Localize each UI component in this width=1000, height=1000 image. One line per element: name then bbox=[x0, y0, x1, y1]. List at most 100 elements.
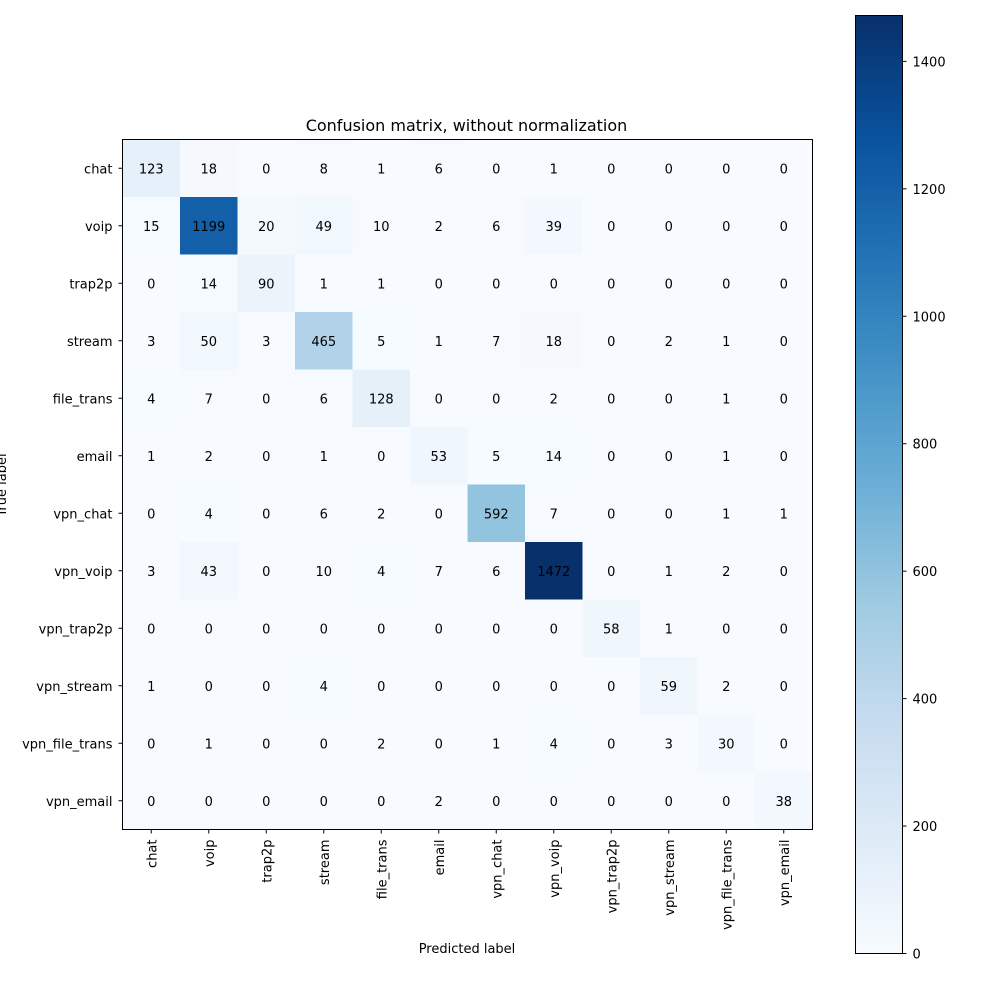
heatmap-cell bbox=[525, 254, 583, 313]
cell-value-label: 2 bbox=[377, 507, 385, 522]
heatmap-cell bbox=[582, 139, 641, 198]
x-tick-label: email bbox=[433, 840, 448, 876]
heatmap-cell bbox=[180, 657, 238, 715]
heatmap-cell bbox=[755, 369, 813, 428]
cell-value-label: 0 bbox=[147, 622, 155, 637]
cell-value-label: 0 bbox=[780, 737, 788, 752]
x-axis: chat voip trap2p stream file_trans email vpn_c… bbox=[145, 829, 793, 930]
heatmap-cell bbox=[410, 254, 468, 313]
heatmap-cell bbox=[467, 312, 526, 370]
cell-value-label: 592 bbox=[484, 507, 509, 522]
heatmap-cell-labels: 123 18 0 8 1 6 0 1 0 0 0 015 1199 20 49 10 2 6 39 0 0 0 00 14 90… bbox=[139, 162, 792, 810]
heatmap-cell bbox=[122, 427, 181, 485]
cell-value-label: 6 bbox=[320, 392, 328, 407]
cell-value-label: 0 bbox=[492, 277, 500, 292]
cell-value-label: 0 bbox=[665, 507, 673, 522]
heatmap-cell bbox=[525, 427, 583, 485]
cell-value-label: 0 bbox=[722, 162, 730, 177]
heatmap-cell bbox=[237, 484, 296, 543]
heatmap-cell bbox=[410, 312, 468, 370]
heatmap-cell bbox=[467, 657, 526, 715]
cell-value-label: 1199 bbox=[192, 220, 225, 235]
cell-value-label: 2 bbox=[377, 737, 385, 752]
heatmap-cell bbox=[697, 484, 756, 543]
heatmap-cell bbox=[122, 254, 181, 313]
heatmap-cell bbox=[352, 197, 411, 255]
heatmap-cell bbox=[180, 254, 238, 313]
cell-value-label: 0 bbox=[262, 680, 270, 695]
cell-value-label: 0 bbox=[435, 277, 443, 292]
x-axis-label: Predicted label bbox=[419, 942, 516, 957]
cell-value-label: 1 bbox=[722, 392, 730, 407]
heatmap-cell bbox=[295, 714, 353, 773]
heatmap-cell bbox=[352, 657, 411, 715]
heatmap-cell bbox=[640, 542, 698, 600]
colorbar bbox=[855, 15, 903, 954]
chart-title: Confusion matrix, without normalization bbox=[306, 116, 628, 135]
cell-value-label: 53 bbox=[430, 450, 447, 465]
y-axis-label: True label bbox=[0, 453, 10, 517]
heatmap-cell bbox=[582, 197, 641, 255]
x-tick-label: trap2p bbox=[260, 840, 275, 883]
heatmap-cell bbox=[755, 427, 813, 485]
cell-value-label: 58 bbox=[603, 622, 620, 637]
cell-value-label: 6 bbox=[320, 507, 328, 522]
cell-value-label: 7 bbox=[205, 392, 213, 407]
cell-value-label: 1 bbox=[722, 507, 730, 522]
heatmap-cell bbox=[640, 484, 698, 543]
cell-value-label: 1 bbox=[147, 680, 155, 695]
cell-value-label: 0 bbox=[435, 737, 443, 752]
cell-value-label: 0 bbox=[665, 450, 673, 465]
cell-value-label: 38 bbox=[775, 795, 792, 810]
cell-value-label: 0 bbox=[262, 737, 270, 752]
cell-value-label: 1 bbox=[722, 450, 730, 465]
cell-value-label: 0 bbox=[665, 795, 673, 810]
cell-value-label: 0 bbox=[492, 162, 500, 177]
y-tick-label: trap2p bbox=[69, 277, 112, 292]
cell-value-label: 0 bbox=[205, 795, 213, 810]
cell-value-label: 18 bbox=[545, 335, 562, 350]
cell-value-label: 0 bbox=[262, 622, 270, 637]
cell-value-label: 0 bbox=[607, 392, 615, 407]
x-tick-label: voip bbox=[203, 840, 218, 868]
cell-value-label: 0 bbox=[780, 162, 788, 177]
y-tick-label: vpn_trap2p bbox=[39, 622, 113, 637]
cell-value-label: 30 bbox=[718, 737, 735, 752]
heatmap-cell bbox=[352, 772, 411, 830]
cell-value-label: 50 bbox=[200, 335, 217, 350]
cell-value-label: 0 bbox=[320, 795, 328, 810]
cell-value-label: 5 bbox=[377, 335, 385, 350]
heatmap-cell bbox=[295, 772, 353, 830]
heatmap-cell bbox=[640, 139, 698, 198]
heatmap-cell bbox=[237, 139, 296, 198]
y-tick-label: vpn_email bbox=[46, 795, 113, 810]
heatmap-cell bbox=[180, 714, 238, 773]
cell-value-label: 6 bbox=[435, 162, 443, 177]
heatmap-cell bbox=[640, 772, 698, 830]
heatmap-cell bbox=[582, 312, 641, 370]
heatmap-cell bbox=[122, 484, 181, 543]
cell-value-label: 0 bbox=[262, 565, 270, 580]
cell-value-label: 0 bbox=[377, 680, 385, 695]
cell-value-label: 1 bbox=[665, 622, 673, 637]
heatmap-cell bbox=[697, 312, 756, 370]
heatmap-cell bbox=[755, 599, 813, 658]
heatmap-cell bbox=[295, 254, 353, 313]
heatmap-cell bbox=[295, 599, 353, 658]
heatmap-cell bbox=[295, 312, 353, 370]
cell-value-label: 39 bbox=[545, 220, 562, 235]
heatmap-cell bbox=[352, 599, 411, 658]
heatmap-cell bbox=[755, 772, 813, 830]
heatmap-cell bbox=[180, 369, 238, 428]
heatmap-cell bbox=[467, 369, 526, 428]
cell-value-label: 7 bbox=[435, 565, 443, 580]
heatmap-cell bbox=[352, 484, 411, 543]
cell-value-label: 7 bbox=[550, 507, 558, 522]
heatmap-cell bbox=[467, 599, 526, 658]
colorbar-tick-label: 200 bbox=[913, 820, 938, 835]
heatmap-cell bbox=[697, 599, 756, 658]
heatmap-cell bbox=[180, 484, 238, 543]
heatmap-cell bbox=[525, 369, 583, 428]
heatmap-cell bbox=[755, 542, 813, 600]
cell-value-label: 10 bbox=[315, 565, 332, 580]
